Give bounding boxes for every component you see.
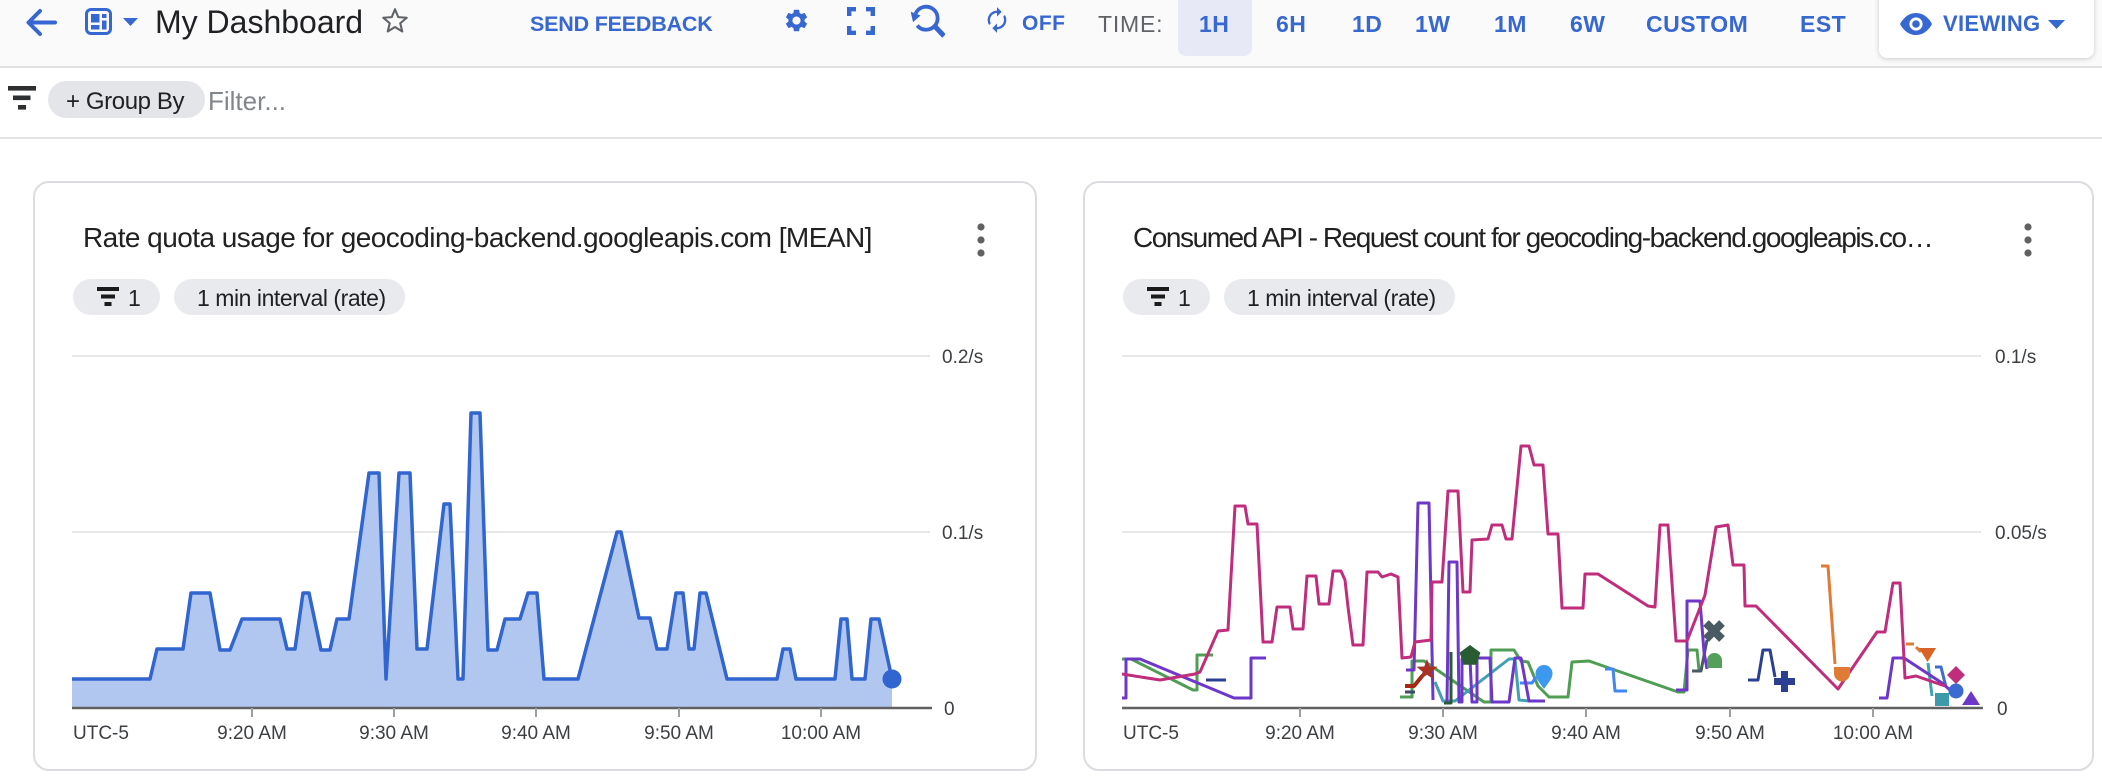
svg-text:9:50 AM: 9:50 AM	[644, 723, 714, 744]
svg-text:0: 0	[1997, 699, 2008, 720]
svg-text:0.1/s: 0.1/s	[942, 523, 983, 544]
svg-text:UTC-5: UTC-5	[73, 723, 129, 744]
svg-text:0: 0	[944, 699, 955, 720]
svg-text:9:20 AM: 9:20 AM	[217, 723, 287, 744]
svg-text:0.2/s: 0.2/s	[942, 347, 983, 368]
svg-text:10:00 AM: 10:00 AM	[781, 723, 861, 744]
svg-text:10:00 AM: 10:00 AM	[1833, 723, 1913, 744]
svg-text:9:20 AM: 9:20 AM	[1265, 723, 1335, 744]
svg-text:0.1/s: 0.1/s	[1995, 347, 2036, 368]
svg-text:9:50 AM: 9:50 AM	[1695, 723, 1765, 744]
svg-text:9:40 AM: 9:40 AM	[1551, 723, 1621, 744]
svg-text:9:30 AM: 9:30 AM	[1408, 723, 1478, 744]
svg-text:9:40 AM: 9:40 AM	[501, 723, 571, 744]
svg-text:UTC-5: UTC-5	[1123, 723, 1179, 744]
svg-text:9:30 AM: 9:30 AM	[359, 723, 429, 744]
svg-text:0.05/s: 0.05/s	[1995, 523, 2047, 544]
